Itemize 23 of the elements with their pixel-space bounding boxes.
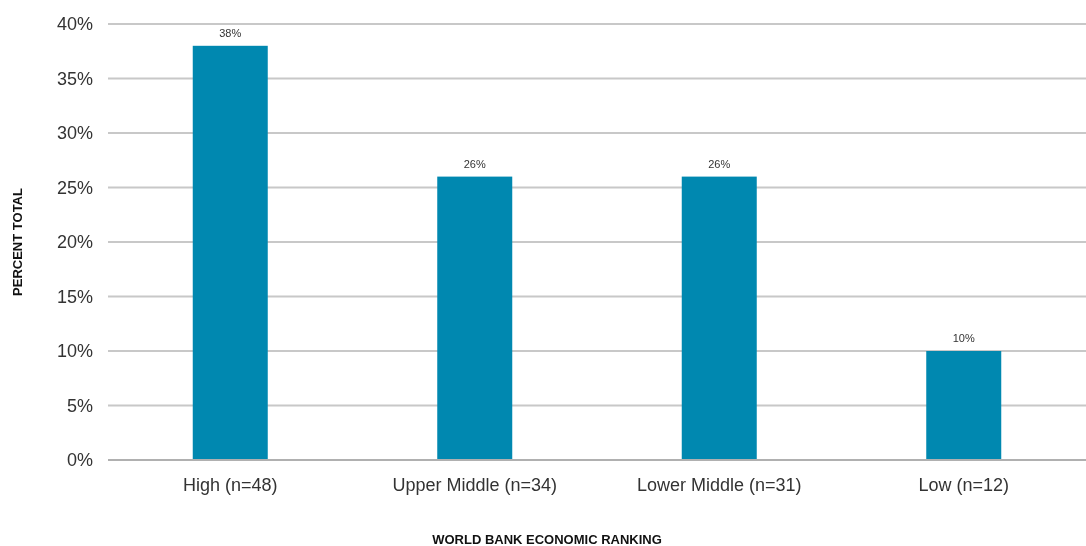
x-tick-label: Low (n=12) bbox=[918, 475, 1010, 495]
y-tick-label: 25% bbox=[56, 177, 93, 198]
y-tick-label: 40% bbox=[56, 14, 93, 35]
y-tick-label: 5% bbox=[66, 395, 93, 416]
y-tick-label: 20% bbox=[56, 232, 93, 253]
y-tick-label: 35% bbox=[56, 68, 93, 89]
bar bbox=[192, 45, 268, 460]
y-tick-label: 0% bbox=[66, 450, 93, 471]
y-tick-label: 10% bbox=[56, 341, 93, 362]
y-axis-title: PERCENT TOTAL bbox=[10, 188, 25, 296]
data-label: 10% bbox=[952, 332, 975, 344]
data-label: 26% bbox=[463, 157, 486, 170]
x-tick-label: High (n=48) bbox=[182, 475, 278, 495]
bar bbox=[926, 351, 1002, 460]
bar bbox=[681, 176, 757, 460]
bar bbox=[437, 176, 513, 460]
x-tick-label: Upper Middle (n=34) bbox=[392, 475, 558, 495]
y-tick-label: 30% bbox=[56, 123, 93, 144]
y-tick-label: 15% bbox=[56, 286, 93, 307]
data-label: 26% bbox=[708, 157, 731, 170]
x-tick-label: Lower Middle (n=31) bbox=[636, 475, 802, 495]
data-label: 38% bbox=[219, 26, 242, 39]
x-axis-title: WORLD BANK ECONOMIC RANKING bbox=[432, 532, 662, 546]
